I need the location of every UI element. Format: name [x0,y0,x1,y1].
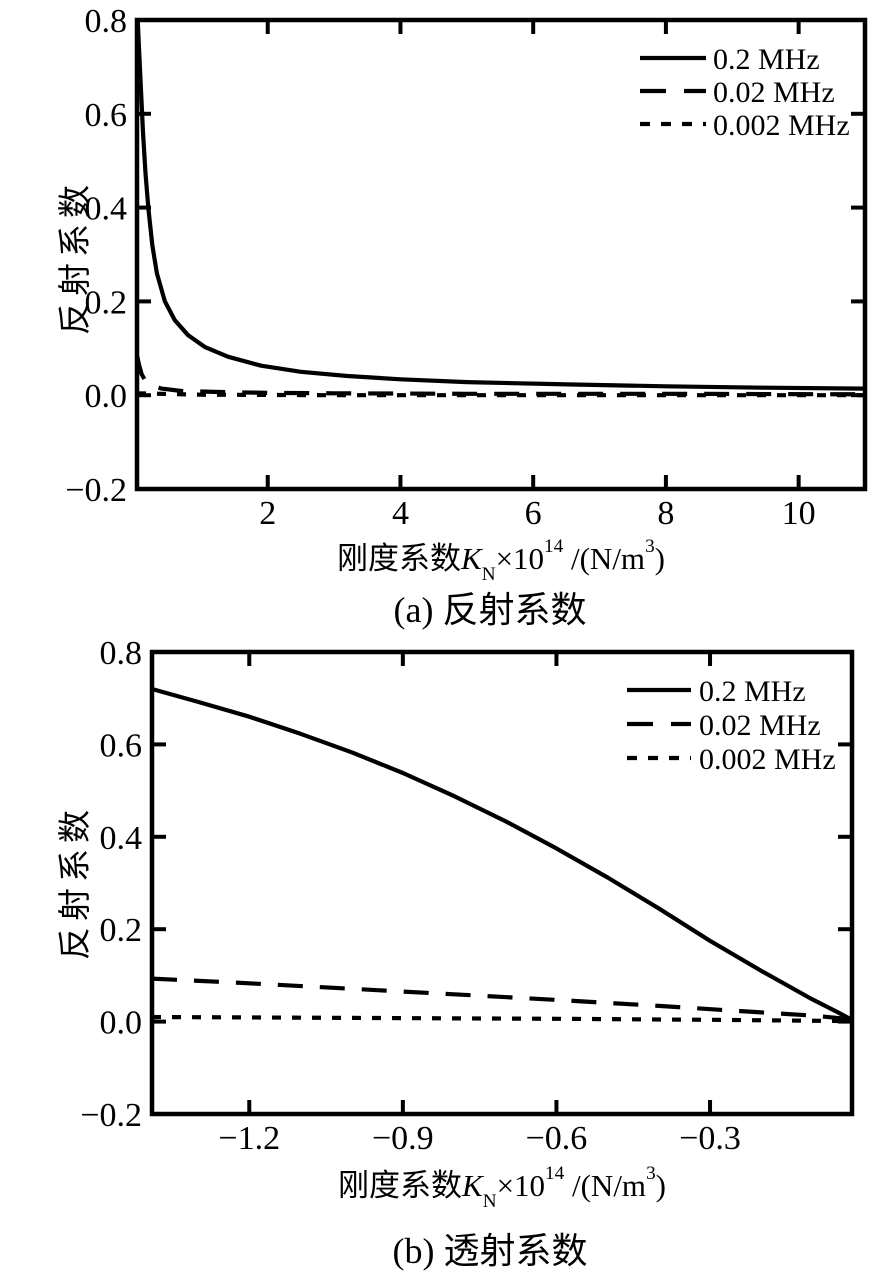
y-tick-label: 0.0 [100,1005,143,1042]
plot-frame [134,17,868,492]
plot-frame [149,649,855,1117]
xlabel-exponent: 14 [544,536,564,558]
chart-a-caption: (a) 反射系数 [393,590,587,630]
y-tick-label: −0.2 [65,472,127,509]
stiffness-symbol: K [462,1168,483,1203]
x-tick-label: −0.6 [526,1120,588,1157]
series-dashed-curve [151,976,852,1022]
y-tick-label: 0.4 [100,820,143,857]
y-tick-label: 0.0 [85,378,128,415]
chart-b-x-axis-label: 刚度系数KN×1014 /(N/m3) [152,1160,852,1211]
y-tick-label: 0.6 [100,727,143,764]
stiffness-symbol: K [461,541,482,576]
x-tick-label: 4 [392,495,409,532]
series-dashed-curve [134,354,866,397]
chart-a-x-axis-label: 刚度系数KN×1014 /(N/m3) [137,533,865,584]
stiffness-symbol-subscript: N [482,1190,497,1212]
x-tick-label: 6 [525,495,542,532]
legend-label: 0.02 MHz [713,76,835,109]
chart-b-caption: (b) 透射系数 [392,1231,588,1271]
xlabel-unit-close: ) [654,541,665,576]
x-tick-label: 2 [259,495,276,532]
x-tick-label: −0.3 [679,1120,741,1157]
legend-label: 0.2 MHz [699,675,806,708]
xlabel-exponent: 14 [545,1163,565,1185]
y-tick-label: 0.4 [85,191,128,228]
xlabel-unit-close: ) [655,1168,666,1203]
y-tick-label: 0.8 [85,3,128,40]
series-dotted-curve [151,1014,852,1024]
y-tick-label: 0.6 [85,97,128,134]
x-tick-label: 10 [782,495,816,532]
chart-b-y-axis-label: 反射系数 [58,804,94,960]
y-tick-label: 0.2 [85,284,128,321]
xlabel-unit-exponent: 3 [645,536,655,558]
y-tick-label: 0.8 [100,635,143,672]
legend-label: 0.2 MHz [713,43,820,76]
y-tick-label: −0.2 [80,1097,142,1134]
stiffness-symbol-subscript: N [481,563,496,585]
x-tick-label: 8 [657,495,674,532]
chart-b-plot: −1.2 −0.9 −0.6 −0.3 0.8 0.6 0.4 0.2 0.0 −0.2 0.2 M… [80,635,855,1157]
series-solid-curve [135,19,866,391]
xlabel-prefix: 刚度系数 [337,541,461,576]
chart-a-y-axis-label: 反射系数 [58,179,94,335]
panel-a: 2 4 6 8 10 0.8 0.6 0.4 0.2 0.0 −0.2 0.2 MHz 0.02 MHz… [0,0,896,632]
legend-label: 0.02 MHz [699,709,821,742]
x-tick-label: −0.9 [372,1120,434,1157]
x-tick-label: −1.2 [218,1120,280,1157]
xlabel-unit-open: /(N/m [563,541,646,576]
panel-b: −1.2 −0.9 −0.6 −0.3 0.8 0.6 0.4 0.2 0.0 −0.2 0.2 M… [0,632,896,1272]
legend-label: 0.002 MHz [713,109,850,142]
xlabel-times-base: ×10 [495,541,545,576]
y-tick-label: 0.2 [100,912,143,949]
xlabel-prefix: 刚度系数 [338,1168,462,1203]
xlabel-times-base: ×10 [496,1168,546,1203]
xlabel-unit-open: /(N/m [564,1168,647,1203]
legend-label: 0.002 MHz [699,743,836,776]
xlabel-unit-exponent: 3 [646,1163,656,1185]
series-solid-curve [151,686,853,1022]
